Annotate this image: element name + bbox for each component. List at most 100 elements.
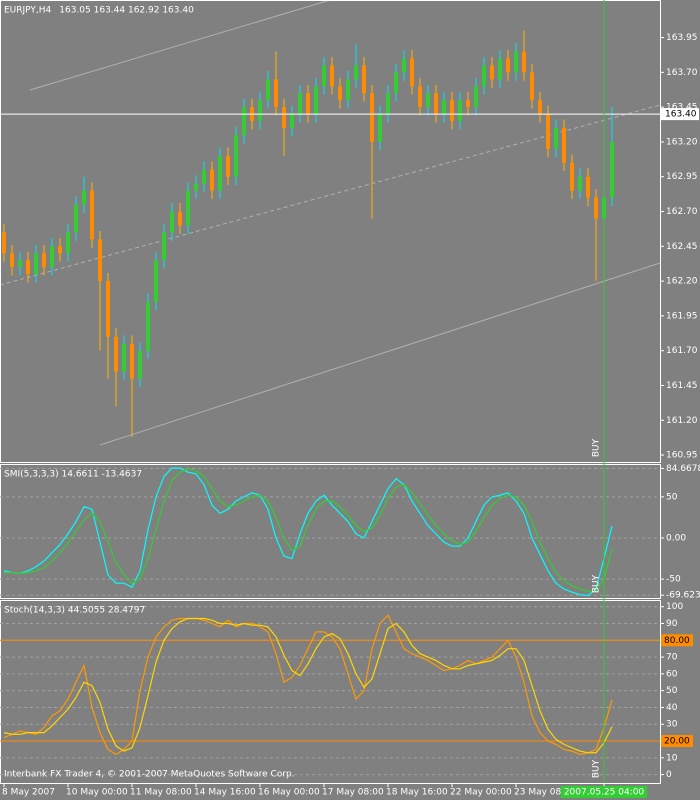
y-tick-label: 161.70 (666, 346, 698, 356)
candle-body (18, 260, 22, 268)
candle-body (314, 86, 318, 115)
candle-body (178, 211, 182, 226)
candle-body (282, 107, 286, 129)
candle-body (34, 253, 38, 275)
candle-body (322, 65, 326, 87)
y-tick-label: 50 (666, 686, 678, 696)
candle-body (362, 65, 366, 94)
y-tick-label: 163.95 (666, 33, 698, 43)
signal-label: BUY (592, 759, 602, 778)
candle-body (410, 58, 414, 87)
level-label: 20.00 (664, 737, 690, 747)
candle-body (58, 246, 62, 254)
price-label: 163.40 (665, 110, 697, 120)
candle-body (442, 100, 446, 115)
candle-body (130, 343, 134, 379)
candle-body (418, 86, 422, 108)
panel-title: Stoch(14,3,3) 44.5055 28.4797 (4, 606, 145, 616)
channel-upper (29, 0, 331, 91)
candle-body (450, 100, 454, 122)
candle-body (354, 65, 358, 80)
candle-body (370, 93, 374, 142)
footer: Interbank FX Trader 4, © 2001-2007 MetaQ… (4, 770, 295, 780)
candle-body (338, 86, 342, 101)
level-label-box (661, 634, 693, 647)
y-tick-label: 70 (666, 653, 678, 663)
candle-body (274, 79, 278, 108)
candle-body (434, 93, 438, 115)
y-tick-label: 40 (666, 703, 678, 713)
candle-body (74, 204, 78, 233)
level-label-box (661, 735, 693, 748)
y-tick-label: 100 (666, 602, 683, 612)
y-tick-label: 160.95 (666, 451, 698, 461)
y-tick-label: 163.20 (666, 137, 698, 147)
candle-body (242, 107, 246, 135)
price-label-box (661, 108, 699, 121)
y-tick-label: 10 (666, 753, 678, 763)
channel-lower (99, 262, 661, 446)
candle-body (394, 72, 398, 94)
candle-body (234, 134, 238, 177)
x-tick-label: 22 May 00:00 (450, 788, 512, 798)
signal-label: BUY (592, 438, 602, 457)
candle-body (162, 232, 166, 261)
candle-body (218, 155, 222, 191)
indicator-line (3, 614, 613, 756)
y-tick-label: 84.6678 (666, 464, 700, 474)
x-tick-label: 11 May 08:00 (130, 788, 192, 798)
candle-body (586, 176, 590, 198)
candle-body (106, 281, 110, 337)
x-tick-label: 14 May 16:00 (194, 788, 256, 798)
candle-body (594, 197, 598, 219)
y-tick-label: 60 (666, 669, 678, 679)
candle-body (90, 190, 94, 240)
y-tick-label: 162.20 (666, 277, 698, 287)
candle-body (610, 141, 614, 198)
smi-panel-border (0, 464, 661, 599)
candle-body (170, 211, 174, 233)
main-panel-border (0, 0, 661, 463)
y-tick-label: 90 (666, 619, 678, 629)
candle-body (490, 65, 494, 80)
candle-body (378, 114, 382, 142)
y-tick-label: 0 (666, 770, 672, 780)
candle-body (498, 58, 502, 80)
candle-body (186, 190, 190, 226)
x-tick-label: 16 May 00:00 (258, 788, 320, 798)
candle-body (570, 162, 574, 191)
candle-body (386, 93, 390, 115)
candle-body (530, 72, 534, 101)
candle-body (514, 51, 518, 73)
candle-body (474, 86, 478, 108)
candle-body (346, 79, 350, 101)
candle-body (562, 128, 566, 163)
panel-title: SMI(5,3,3,3) 14.6611 -13.4637 (4, 470, 142, 480)
y-tick-label: 161.95 (666, 311, 698, 321)
level-label: 80.00 (664, 636, 690, 646)
y-tick-label: 50 (666, 492, 678, 502)
indicator-line (4, 468, 613, 593)
panel-title: EURJPY,H4 (4, 6, 52, 16)
candle-body (306, 93, 310, 115)
x-tick-label: 17 May 08:00 (322, 788, 384, 798)
candle-body (82, 190, 86, 205)
signal-label: BUY (592, 574, 602, 593)
x-tick-label: 18 May 16:00 (386, 788, 448, 798)
x-tick-label: 8 May 2007 (2, 788, 55, 798)
candle-body (114, 336, 118, 372)
candle-body (402, 58, 406, 73)
candle-body (482, 65, 486, 87)
candle-body (258, 100, 262, 122)
stoch-panel-border (0, 600, 661, 784)
candle-body (10, 253, 14, 268)
y-tick-label: 162.95 (666, 172, 698, 182)
candle-body (202, 169, 206, 184)
y-tick-label: 163.70 (666, 68, 698, 78)
y-tick-label: 162.70 (666, 207, 698, 217)
x-tick-label: 10 May 00:00 (66, 788, 128, 798)
candle-body (522, 51, 526, 73)
candle-body (466, 100, 470, 108)
candle-body (546, 114, 550, 149)
